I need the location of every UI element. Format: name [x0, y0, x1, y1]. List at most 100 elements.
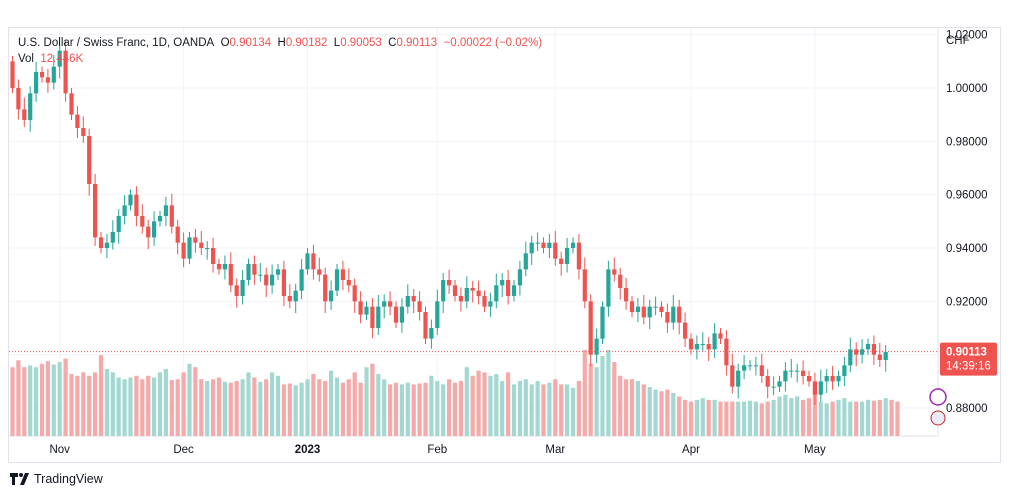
candle-body	[871, 344, 876, 355]
price-tag-box	[940, 342, 997, 376]
volume-bar	[181, 372, 186, 436]
volume-bar	[677, 396, 682, 436]
candle-body	[789, 370, 794, 372]
volume-bar	[618, 375, 623, 436]
volume-bar	[582, 350, 587, 436]
footer[interactable]: TradingView	[10, 472, 103, 486]
candle-body	[134, 194, 139, 216]
symbol-title: U.S. Dollar / Swiss Franc, 1D, OANDA	[18, 37, 215, 49]
candle-body	[116, 216, 121, 232]
candle-body	[759, 365, 764, 376]
volume-bar	[688, 401, 694, 436]
volume-bar	[376, 374, 381, 436]
volume-bar	[506, 372, 511, 436]
volume-bar	[411, 384, 416, 436]
candle-body	[865, 344, 871, 350]
volume-bar	[293, 385, 298, 436]
volume-bar	[104, 368, 109, 436]
candle-body	[340, 269, 345, 280]
volume-bar	[205, 380, 210, 436]
candle-body	[75, 114, 80, 128]
legend-ohlc-row: U.S. Dollar / Swiss Franc, 1D, OANDA O0.…	[18, 35, 542, 51]
candle-body	[240, 280, 245, 296]
price-tag-value: 0.90113	[946, 347, 987, 359]
volume-bar	[765, 401, 770, 436]
candle-body	[81, 128, 86, 136]
volume-bar	[228, 382, 233, 436]
volume-bar	[187, 363, 192, 436]
volume-bar	[364, 367, 369, 436]
volume-bar	[753, 401, 758, 436]
volume-bar	[606, 350, 611, 436]
candle-body	[45, 77, 50, 83]
candle-body	[464, 288, 469, 302]
volume-bar	[281, 384, 286, 436]
volume-bar	[854, 401, 859, 436]
volume-bar	[789, 398, 794, 436]
candle-body	[777, 381, 782, 387]
candle-body	[511, 285, 517, 296]
volume-bar	[830, 401, 835, 436]
candle-body	[730, 365, 735, 387]
candle-body	[647, 306, 652, 318]
candle-body	[517, 269, 522, 286]
volume-bar	[169, 380, 174, 436]
volume-bar	[317, 379, 322, 436]
candle-body	[411, 296, 416, 302]
volume-bar	[299, 382, 304, 436]
open-value: 0.90134	[229, 37, 272, 49]
chart-legend: U.S. Dollar / Swiss Franc, 1D, OANDA O0.…	[18, 35, 542, 67]
volume-bar	[600, 356, 605, 436]
candle-body	[175, 226, 180, 243]
candle-body	[258, 274, 263, 276]
candle-body	[706, 344, 711, 350]
candle-body	[128, 194, 133, 206]
high-value: 0.90182	[285, 37, 328, 49]
candle-body	[753, 365, 758, 367]
volume-bar	[458, 380, 463, 436]
volume-bar	[842, 398, 847, 436]
candle-body	[334, 269, 340, 291]
candle-body	[211, 248, 216, 264]
volume-bar	[429, 375, 434, 436]
volume-bar	[812, 391, 817, 436]
candle-body	[10, 61, 15, 88]
candle-body	[228, 264, 233, 286]
candle-body	[51, 66, 56, 83]
candle-body	[305, 253, 310, 270]
volume-bar	[264, 379, 269, 436]
candle-body	[576, 242, 581, 270]
candle-body	[447, 280, 452, 286]
candle-body	[535, 242, 540, 244]
volume-bar	[759, 403, 764, 436]
candle-body	[606, 269, 611, 307]
candle-body	[506, 280, 511, 296]
volume-bar	[559, 384, 564, 436]
volume-bar	[612, 362, 617, 436]
candle-body	[222, 264, 227, 270]
candle-body	[836, 376, 841, 382]
candle-body	[683, 322, 688, 339]
x-tick-label: Feb	[427, 444, 447, 456]
y-tick-label: 0.96000	[946, 190, 988, 202]
volume-bar	[22, 367, 27, 436]
high-label: H	[277, 37, 286, 49]
volume-bar	[370, 363, 375, 436]
volume-bar	[629, 379, 635, 436]
volume-bar	[895, 401, 900, 436]
candle-body	[570, 242, 576, 248]
candle-body	[16, 88, 21, 110]
volume-bar	[724, 401, 729, 436]
volume-bar	[334, 377, 340, 436]
low-label: L	[333, 37, 341, 49]
volume-bar	[63, 358, 68, 436]
volume-bar	[635, 380, 640, 436]
volume-bar	[258, 381, 263, 436]
candle-body	[39, 72, 45, 78]
low-value: 0.90053	[340, 37, 382, 49]
volume-bar	[16, 360, 21, 436]
volume-bar	[718, 401, 723, 436]
y-tick-label: 0.94000	[946, 243, 988, 255]
candle-body	[523, 253, 528, 270]
